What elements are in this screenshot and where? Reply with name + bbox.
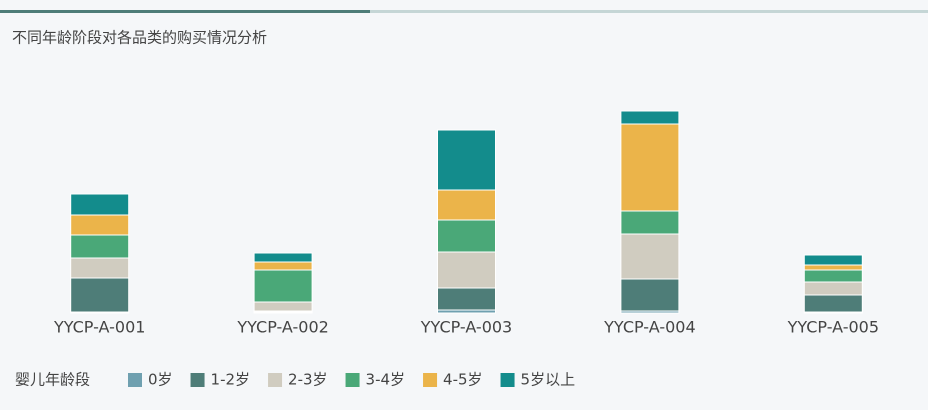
bar-segment bbox=[620, 278, 680, 312]
bar-segment bbox=[253, 301, 313, 312]
bar-segment bbox=[803, 269, 863, 283]
bar-segment bbox=[437, 189, 496, 221]
bar-segment bbox=[620, 110, 680, 125]
bar-segment bbox=[803, 281, 863, 296]
bar-segment bbox=[803, 264, 863, 271]
legend-label: 1-2岁 bbox=[211, 371, 251, 389]
legend-label: 0岁 bbox=[148, 371, 173, 389]
bar-segment bbox=[70, 193, 130, 216]
bar-segment bbox=[620, 123, 680, 212]
top-rule bbox=[0, 10, 928, 13]
x-tick-label: YYCP-A-004 bbox=[603, 318, 695, 337]
legend-swatch bbox=[128, 373, 142, 387]
bar-segment bbox=[70, 277, 130, 313]
legend-swatch bbox=[190, 373, 205, 387]
bar-segment bbox=[437, 287, 496, 311]
legend-swatch bbox=[423, 373, 438, 387]
legend-title: 婴儿年龄段 bbox=[15, 371, 90, 389]
bar-segment bbox=[437, 219, 496, 253]
legend-label: 4-5岁 bbox=[443, 371, 483, 389]
bar-segment bbox=[70, 214, 130, 236]
top-rule-accent bbox=[0, 10, 370, 13]
legend-swatch bbox=[500, 373, 515, 387]
bar-segment bbox=[437, 251, 496, 289]
legend-label: 5岁以上 bbox=[521, 371, 576, 389]
bar-segment bbox=[620, 210, 680, 235]
bar-segment bbox=[253, 252, 313, 263]
chart-title: 不同年龄阶段对各品类的购买情况分析 bbox=[12, 29, 267, 47]
legend-label: 2-3岁 bbox=[288, 371, 328, 389]
x-tick-label: YYCP-A-005 bbox=[787, 318, 879, 337]
bar-segment bbox=[70, 234, 130, 259]
bar-segment bbox=[253, 261, 313, 271]
bar-segment bbox=[620, 233, 680, 280]
x-tick-label: YYCP-A-003 bbox=[420, 318, 512, 337]
legend-swatch bbox=[268, 373, 283, 387]
bar-segment bbox=[803, 294, 863, 313]
legend-swatch bbox=[345, 373, 360, 387]
bar-segment bbox=[803, 254, 863, 266]
x-tick-label: YYCP-A-001 bbox=[53, 318, 145, 337]
bar-segment bbox=[70, 257, 130, 279]
bar-segment bbox=[253, 269, 313, 303]
x-tick-label: YYCP-A-002 bbox=[236, 318, 328, 337]
legend-label: 3-4岁 bbox=[366, 371, 406, 389]
bar-segment bbox=[437, 129, 496, 191]
